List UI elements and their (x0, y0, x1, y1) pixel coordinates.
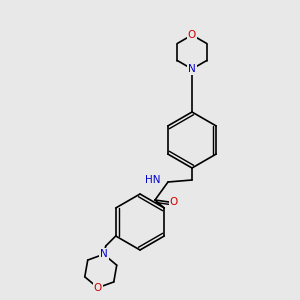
Text: O: O (188, 30, 196, 40)
Text: N: N (100, 249, 108, 259)
Text: HN: HN (145, 175, 160, 185)
Text: N: N (188, 64, 196, 74)
Text: O: O (94, 283, 102, 293)
Text: O: O (170, 197, 178, 207)
